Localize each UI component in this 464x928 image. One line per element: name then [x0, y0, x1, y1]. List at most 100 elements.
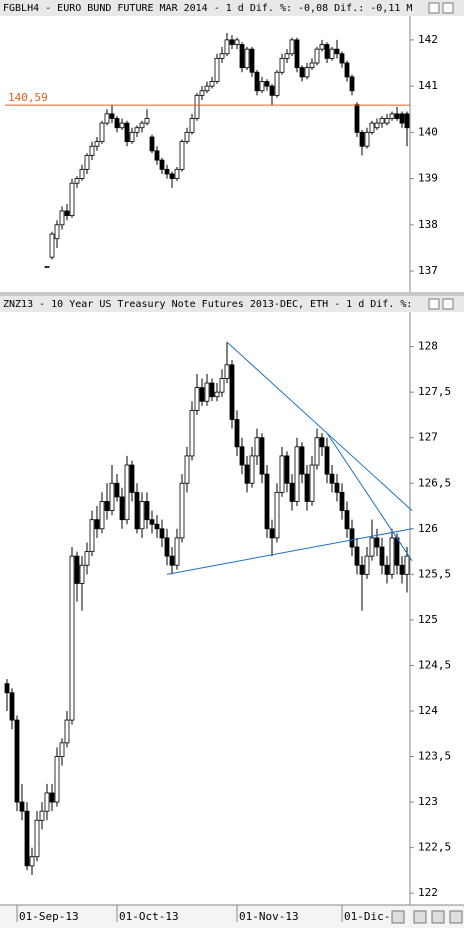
candle-body — [354, 546, 360, 566]
candle-body — [294, 446, 300, 502]
candle-body — [249, 48, 255, 73]
candle-body — [399, 564, 405, 575]
x-tick-label: 01-Nov-13 — [239, 910, 299, 923]
y-tick-label: 139 — [418, 172, 438, 185]
trendline — [166, 528, 413, 575]
candle-body — [304, 67, 310, 78]
candle-body — [379, 118, 385, 124]
candle-body — [369, 537, 375, 557]
y-tick-label: 127 — [418, 431, 438, 444]
candle-body — [254, 437, 260, 457]
minimize-button[interactable] — [428, 2, 440, 14]
candle-body — [49, 233, 55, 258]
candle-body — [244, 48, 250, 69]
candle-body — [344, 510, 350, 530]
candle-body — [114, 482, 120, 498]
candle-body — [319, 44, 325, 50]
y-tick-label: 122 — [418, 886, 438, 899]
tool-button[interactable] — [413, 910, 427, 924]
header-bar — [0, 296, 464, 312]
candle-body — [129, 131, 135, 143]
candle-body — [219, 53, 225, 59]
candle-body — [294, 39, 300, 69]
candle-body — [284, 53, 290, 59]
candle-body — [44, 792, 50, 812]
candle-body — [279, 57, 285, 73]
candle-body — [214, 57, 220, 82]
y-tick-label: 124 — [418, 704, 438, 717]
candle-body — [284, 455, 290, 484]
candle-body — [159, 528, 165, 539]
candle-body — [154, 150, 160, 161]
candle-body — [289, 39, 295, 55]
candle-body — [334, 48, 340, 55]
candle-body — [189, 118, 195, 133]
candle-body — [104, 501, 110, 511]
candle-body — [264, 81, 270, 87]
candle-body — [329, 473, 335, 484]
candle-body — [154, 523, 160, 530]
trendline — [326, 432, 413, 561]
candle-body — [229, 39, 235, 45]
candle-body — [54, 756, 60, 803]
candle-body — [334, 482, 340, 493]
candle-body — [309, 62, 315, 69]
candle-body — [124, 464, 130, 521]
candle-body — [94, 141, 100, 147]
candle-body — [59, 742, 65, 757]
tool-button[interactable] — [449, 910, 463, 924]
candle-body — [394, 113, 400, 119]
candle-body — [309, 464, 315, 502]
candle-body — [384, 118, 390, 124]
candle-body — [339, 53, 345, 64]
candle-body — [4, 683, 10, 694]
candle-body — [9, 692, 15, 721]
candle-body — [139, 122, 145, 129]
candle-body — [24, 810, 30, 867]
candle-body — [54, 224, 60, 240]
candle-body — [399, 113, 405, 124]
tool-button[interactable] — [431, 910, 445, 924]
candle-body — [79, 168, 85, 179]
candle-body — [349, 76, 355, 92]
candle-body — [169, 555, 175, 566]
candle-body — [199, 90, 205, 96]
tool-button[interactable] — [391, 910, 405, 924]
x-axis-bar — [0, 905, 464, 928]
candle-body — [34, 819, 40, 858]
candle-body — [364, 131, 370, 147]
candle-body — [174, 537, 180, 566]
candle-body — [344, 62, 350, 78]
candle-body — [39, 810, 45, 821]
panel-title: FGBLH4 - EURO BUND FUTURE MAR 2014 - 1 d… — [3, 3, 412, 14]
candle-body — [264, 473, 270, 530]
candle-body — [389, 537, 395, 575]
candle-body — [369, 122, 375, 133]
close-button[interactable] — [442, 2, 454, 14]
candle-body — [109, 482, 115, 511]
candle-body — [49, 792, 55, 803]
candle-body — [64, 210, 70, 216]
y-tick-label: 126 — [418, 522, 438, 535]
candle-body — [44, 266, 50, 268]
close-button[interactable] — [442, 298, 454, 310]
candle-body — [339, 491, 345, 511]
candle-body — [349, 528, 355, 548]
y-tick-label: 140 — [418, 125, 438, 138]
candle-body — [109, 113, 115, 119]
candle-body — [359, 131, 365, 147]
candle-body — [59, 210, 65, 226]
candle-body — [224, 364, 230, 379]
minimize-button[interactable] — [428, 298, 440, 310]
panel-title: ZNZ13 - 10 Year US Treasury Note Futures… — [3, 299, 412, 310]
candle-body — [89, 145, 95, 156]
candle-body — [194, 387, 200, 411]
candle-body — [124, 122, 130, 143]
candle-body — [314, 48, 320, 64]
candle-body — [69, 182, 75, 216]
y-tick-label: 128 — [418, 340, 438, 353]
candle-body — [229, 364, 235, 420]
candle-body — [149, 519, 155, 525]
candle-body — [99, 501, 105, 530]
